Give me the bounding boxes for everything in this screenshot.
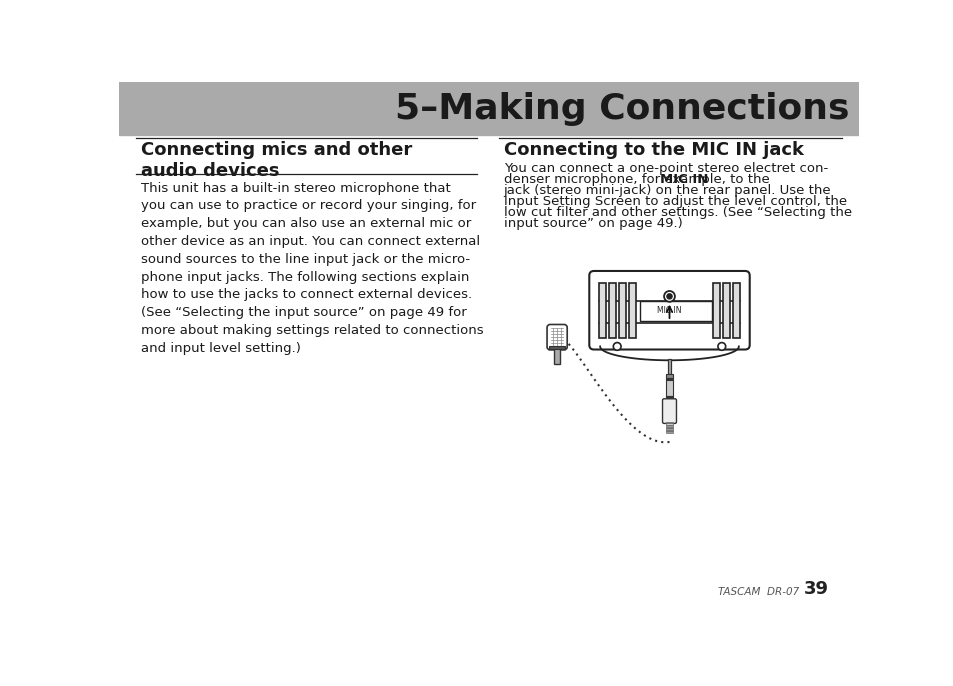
Text: jack (stereo mini-jack) on the rear panel. Use the: jack (stereo mini-jack) on the rear pane… <box>503 185 830 198</box>
Bar <box>639 301 711 321</box>
Bar <box>722 283 730 338</box>
Bar <box>608 283 615 338</box>
Text: MIC IN: MIC IN <box>659 174 708 187</box>
Text: 39: 39 <box>802 580 827 598</box>
Bar <box>628 283 635 338</box>
Bar <box>665 429 673 431</box>
Text: input source” on page 49.): input source” on page 49.) <box>503 217 681 230</box>
Bar <box>667 359 670 374</box>
Bar <box>665 422 673 423</box>
Bar <box>665 378 673 380</box>
Text: low cut filter and other settings. (See “Selecting the: low cut filter and other settings. (See … <box>503 206 851 219</box>
Text: Input Setting Screen to adjust the level control, the: Input Setting Screen to adjust the level… <box>503 196 846 209</box>
Bar <box>665 428 673 429</box>
Bar <box>598 283 605 338</box>
Text: Connecting to the MIC IN jack: Connecting to the MIC IN jack <box>503 141 802 159</box>
Text: MIC IN: MIC IN <box>657 307 681 316</box>
Circle shape <box>613 342 620 351</box>
Circle shape <box>718 342 725 351</box>
Bar <box>665 423 673 425</box>
Text: 5–Making Connections: 5–Making Connections <box>395 91 848 126</box>
Bar <box>665 431 673 433</box>
Bar <box>665 396 673 398</box>
FancyBboxPatch shape <box>589 271 749 349</box>
Bar <box>713 283 720 338</box>
Bar <box>618 283 625 338</box>
Text: denser microphone, for example, to the: denser microphone, for example, to the <box>503 174 773 187</box>
Text: This unit has a built-in stereo microphone that
you can use to practice or recor: This unit has a built-in stereo micropho… <box>141 182 483 355</box>
Bar <box>665 374 673 378</box>
Circle shape <box>666 294 672 299</box>
FancyBboxPatch shape <box>546 324 567 350</box>
Text: You can connect a one-point stereo electret con-: You can connect a one-point stereo elect… <box>503 163 827 176</box>
Bar <box>554 347 559 364</box>
Bar <box>665 380 673 396</box>
Bar <box>665 425 673 427</box>
FancyBboxPatch shape <box>661 399 676 423</box>
Bar <box>733 283 740 338</box>
Bar <box>665 427 673 428</box>
Text: TASCAM  DR-07: TASCAM DR-07 <box>718 587 799 597</box>
Text: Connecting mics and other
audio devices: Connecting mics and other audio devices <box>141 141 412 180</box>
Bar <box>549 346 564 349</box>
Bar <box>119 82 858 134</box>
Circle shape <box>663 291 674 302</box>
Bar <box>665 398 673 401</box>
